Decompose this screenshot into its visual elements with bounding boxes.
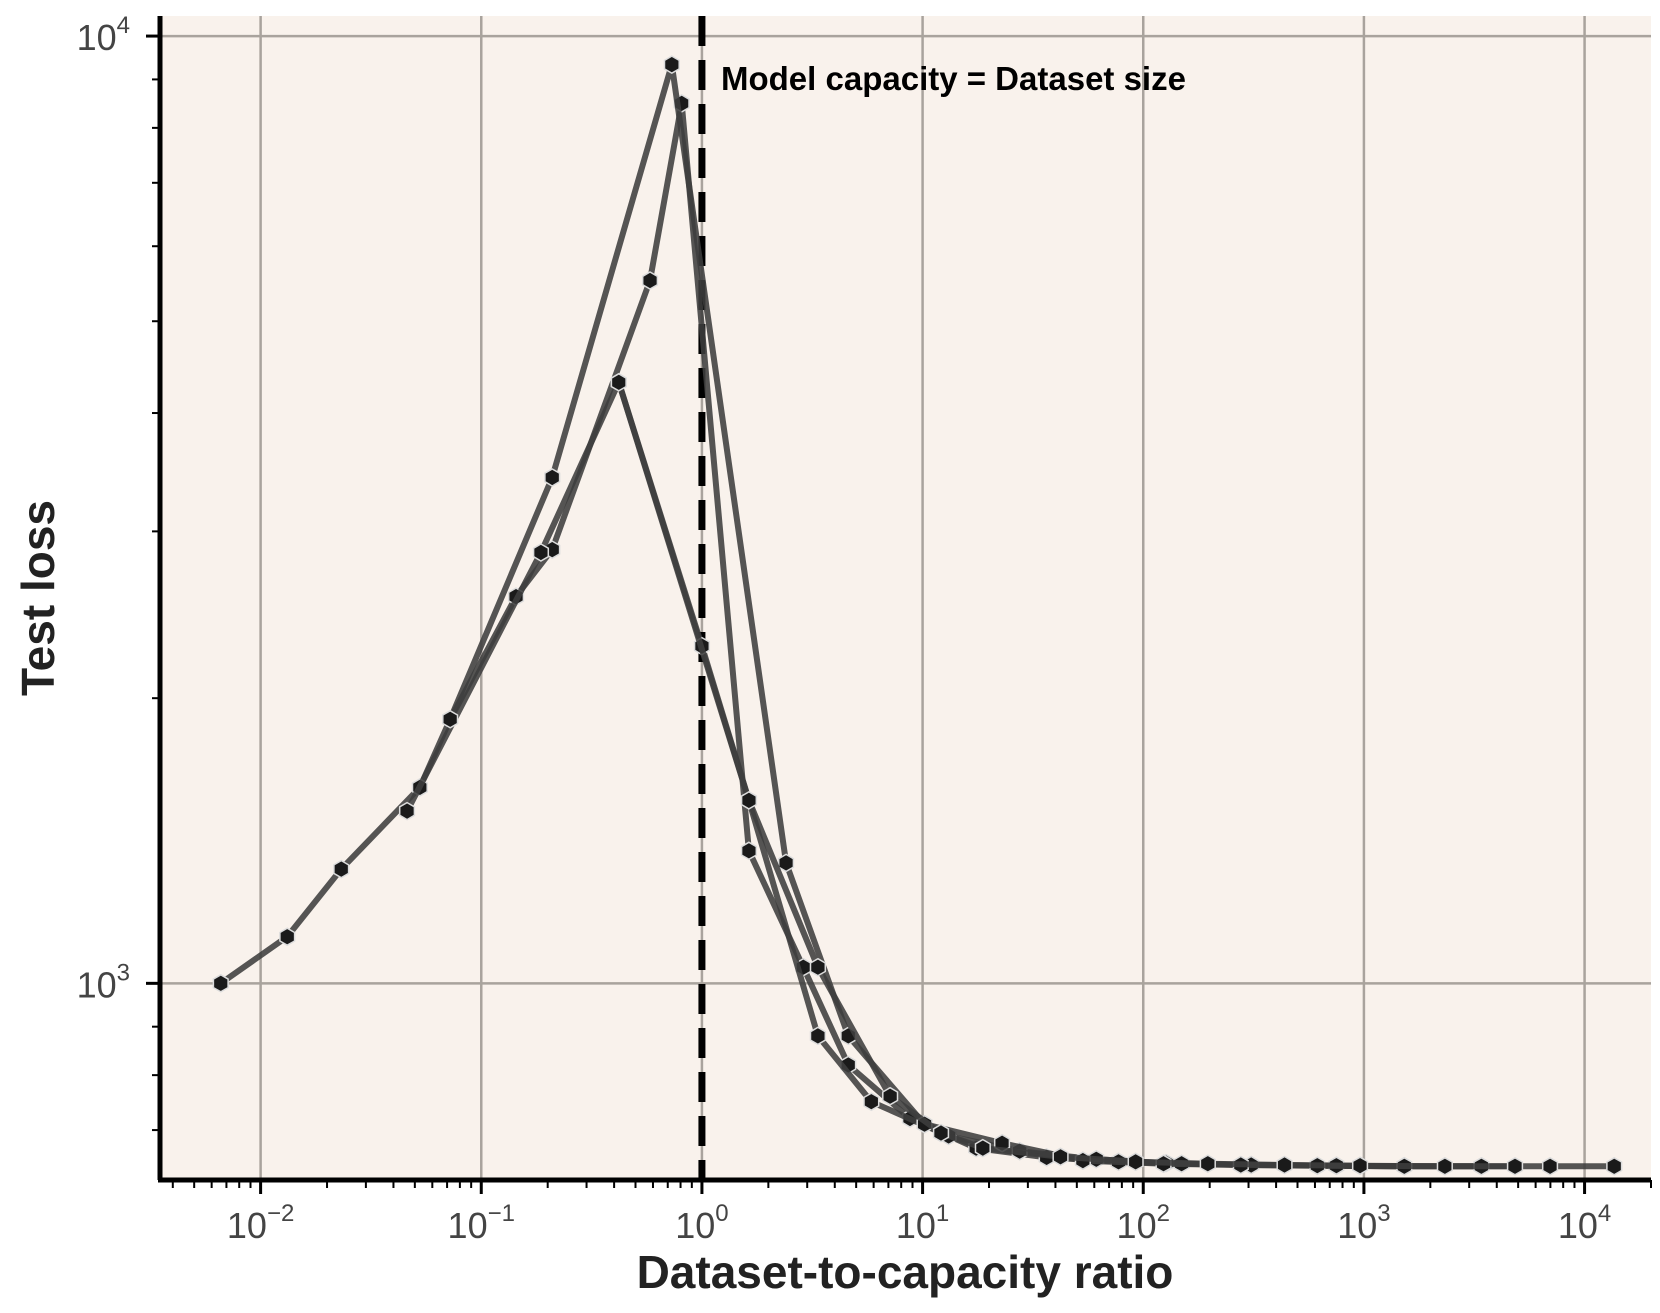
series-2-point-1 bbox=[544, 468, 561, 487]
series-1-point-1 bbox=[532, 543, 550, 562]
series-0-point-1 bbox=[279, 927, 296, 947]
x-tick-label-0: 10−2 bbox=[227, 1200, 294, 1246]
y-tick-label-1: 104 bbox=[77, 12, 130, 58]
x-tick-exponent-0: −2 bbox=[267, 1200, 294, 1227]
x-tick-exponent-4: 2 bbox=[1157, 1200, 1170, 1227]
x-tick-label-5: 103 bbox=[1337, 1200, 1390, 1246]
series-3-point-7 bbox=[1127, 1152, 1144, 1172]
x-tick-label-1: 10−1 bbox=[448, 1200, 515, 1246]
x-tick-exponent-2: 0 bbox=[715, 1200, 728, 1227]
x-tick-label-4: 102 bbox=[1117, 1200, 1170, 1246]
series-1-point-5 bbox=[809, 1026, 827, 1046]
x-tick-exponent-5: 3 bbox=[1377, 1200, 1390, 1227]
series-3-point-6 bbox=[1052, 1147, 1069, 1167]
x-tick-exponent-1: −1 bbox=[488, 1200, 515, 1227]
plot-background bbox=[160, 16, 1651, 1180]
series-2-point-3 bbox=[777, 853, 795, 873]
y-axis-title: Test loss bbox=[12, 500, 64, 696]
series-3-point-5 bbox=[974, 1138, 991, 1158]
x-axis-title: Dataset-to-capacity ratio bbox=[637, 1246, 1174, 1298]
series-2-point-0 bbox=[442, 709, 459, 729]
axes bbox=[157, 16, 1651, 1183]
series-0-point-2 bbox=[333, 859, 350, 879]
x-tick-label-6: 104 bbox=[1558, 1200, 1611, 1246]
x-tick-exponent-3: 1 bbox=[936, 1200, 949, 1227]
x-tick-exponent-6: 4 bbox=[1598, 1200, 1611, 1227]
series-3-point-10 bbox=[1351, 1156, 1369, 1176]
series-3 bbox=[610, 372, 1524, 1176]
series-3-point-3 bbox=[882, 1086, 899, 1106]
series-0-point-9 bbox=[740, 841, 758, 861]
series-0-point-22 bbox=[1606, 1156, 1623, 1176]
series-3-point-0 bbox=[610, 372, 627, 392]
series-1-point-0 bbox=[398, 801, 416, 821]
y-tick-label-0: 103 bbox=[77, 959, 130, 1005]
series-3-point-9 bbox=[1276, 1155, 1293, 1175]
series-3-point-8 bbox=[1199, 1154, 1216, 1174]
series-0-point-7 bbox=[641, 271, 659, 290]
x-tick-label-2: 100 bbox=[675, 1200, 728, 1246]
series-2-point-2 bbox=[663, 55, 680, 74]
series-3-point-1 bbox=[740, 791, 758, 810]
y-tick-exponent-0: 3 bbox=[117, 959, 130, 986]
series-3-point-11 bbox=[1436, 1156, 1453, 1176]
series-1-point-6 bbox=[863, 1092, 880, 1112]
series-0-point-0 bbox=[212, 973, 229, 993]
series-0-point-21 bbox=[1541, 1156, 1559, 1176]
y-tick-exponent-1: 4 bbox=[117, 12, 130, 39]
x-tick-label-3: 101 bbox=[896, 1200, 949, 1246]
series-group bbox=[212, 55, 1623, 1176]
series-3-point-12 bbox=[1506, 1156, 1524, 1176]
series-3-point-2 bbox=[809, 957, 827, 977]
series-3-point-4 bbox=[932, 1123, 950, 1143]
vline-annotation: Model capacity = Dataset size bbox=[721, 60, 1186, 97]
